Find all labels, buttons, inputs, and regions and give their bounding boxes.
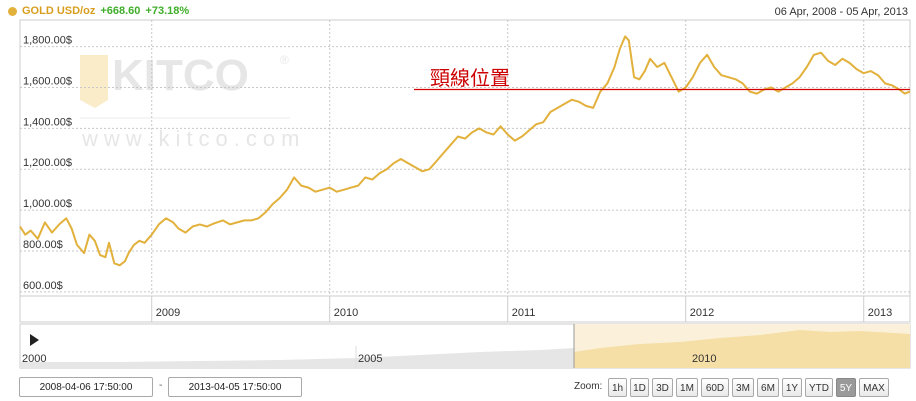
zoom-button-6m[interactable]: 6M (757, 378, 779, 397)
series-label: GOLD USD/oz (22, 5, 96, 17)
date-range-label: 06 Apr, 2008 - 05 Apr, 2013 (774, 6, 908, 18)
neckline-annotation: 頸線位置 (430, 66, 510, 90)
navigator-selection-area (574, 330, 910, 368)
series-marker-icon (8, 6, 17, 16)
zoom-button-max[interactable]: MAX (859, 378, 889, 397)
play-triangle-icon[interactable] (30, 334, 39, 346)
zoom-button-1m[interactable]: 1M (676, 378, 698, 397)
x-tick-label: 2010 (334, 307, 358, 319)
watermark-registered: ® (280, 53, 289, 67)
y-axis-ticks: 600.00$ 800.00$ 1,000.00$ 1,200.00$ 1,400.00… (23, 35, 72, 292)
zoom-button-60d[interactable]: 60D (701, 378, 729, 397)
y-tick-label: 800.00$ (23, 239, 63, 251)
series-change-pct: +73.18% (145, 5, 190, 17)
series-change: +668.60 (100, 5, 141, 17)
series-layer (19, 35, 911, 267)
y-tick-label: 1,400.00$ (23, 116, 72, 128)
range-to-input[interactable]: 2013-04-05 17:50:00 (168, 377, 302, 397)
series-header: GOLD USD/oz +668.60 +73.18% (8, 5, 189, 17)
zoom-label: Zoom: (574, 381, 603, 392)
y-tick-label: 1,800.00$ (23, 35, 72, 47)
zoom-button-1d[interactable]: 1D (630, 378, 649, 397)
x-tick-label: 2009 (156, 307, 180, 319)
kitco-watermark: KITCO ® www.kitco.com (80, 51, 305, 151)
x-axis-ticks: 2009 2010 2011 2012 2013 (151, 296, 892, 322)
y-tick-label: 1,200.00$ (23, 157, 72, 169)
y-tick-label: 600.00$ (23, 280, 63, 292)
zoom-button-5y[interactable]: 5Y (836, 378, 856, 397)
x-tick-label: 2011 (512, 307, 536, 319)
watermark-url: www.kitco.com (81, 126, 305, 151)
navigator[interactable]: 2000 2005 2010 (19, 323, 911, 369)
zoom-button-3d[interactable]: 3D (652, 378, 673, 397)
navigator-label-2010: 2010 (692, 353, 716, 365)
navigator-history-area (20, 348, 574, 368)
x-tick-label: 2013 (868, 307, 892, 319)
kitco-logo-icon (80, 55, 108, 108)
range-separator: - (159, 380, 163, 391)
watermark-brand: KITCO (112, 51, 249, 100)
gold-price-line (19, 35, 911, 267)
y-tick-label: 1,000.00$ (23, 198, 72, 210)
x-tick-label: 2012 (690, 307, 714, 319)
zoom-button-3m[interactable]: 3M (732, 378, 754, 397)
zoom-button-1h[interactable]: 1h (608, 378, 627, 397)
plot-area (19, 19, 911, 323)
zoom-button-ytd[interactable]: YTD (805, 378, 833, 397)
navigator-label-2000: 2000 (22, 353, 46, 365)
y-tick-label: 1,600.00$ (23, 75, 72, 87)
navigator-label-2005: 2005 (358, 353, 382, 365)
grid-layer (20, 20, 910, 296)
zoom-button-1y[interactable]: 1Y (782, 378, 802, 397)
range-from-input[interactable]: 2008-04-06 17:50:00 (19, 377, 153, 397)
